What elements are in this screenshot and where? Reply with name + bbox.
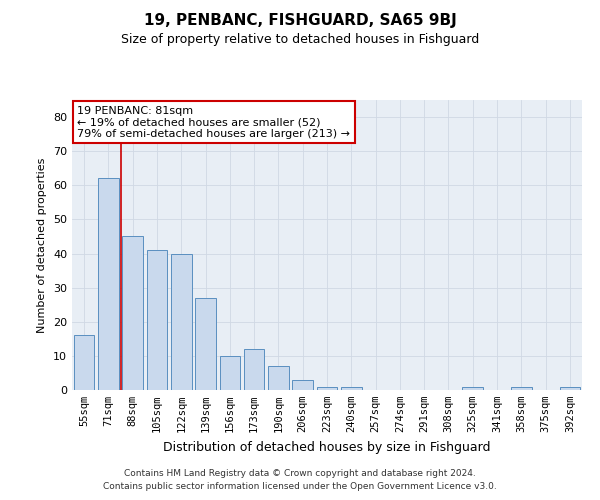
Bar xyxy=(463,386,483,390)
Bar xyxy=(511,386,532,390)
Bar xyxy=(268,366,289,390)
Bar xyxy=(317,386,337,390)
X-axis label: Distribution of detached houses by size in Fishguard: Distribution of detached houses by size … xyxy=(163,440,491,454)
Text: 19 PENBANC: 81sqm
← 19% of detached houses are smaller (52)
79% of semi-detached: 19 PENBANC: 81sqm ← 19% of detached hous… xyxy=(77,106,350,139)
Bar xyxy=(74,336,94,390)
Bar xyxy=(220,356,240,390)
Bar xyxy=(244,349,265,390)
Text: Size of property relative to detached houses in Fishguard: Size of property relative to detached ho… xyxy=(121,32,479,46)
Bar xyxy=(146,250,167,390)
Text: Contains HM Land Registry data © Crown copyright and database right 2024.: Contains HM Land Registry data © Crown c… xyxy=(124,468,476,477)
Bar xyxy=(341,386,362,390)
Y-axis label: Number of detached properties: Number of detached properties xyxy=(37,158,47,332)
Text: Contains public sector information licensed under the Open Government Licence v3: Contains public sector information licen… xyxy=(103,482,497,491)
Bar xyxy=(98,178,119,390)
Bar xyxy=(171,254,191,390)
Bar xyxy=(560,386,580,390)
Bar xyxy=(195,298,216,390)
Bar xyxy=(122,236,143,390)
Bar xyxy=(292,380,313,390)
Text: 19, PENBANC, FISHGUARD, SA65 9BJ: 19, PENBANC, FISHGUARD, SA65 9BJ xyxy=(143,12,457,28)
